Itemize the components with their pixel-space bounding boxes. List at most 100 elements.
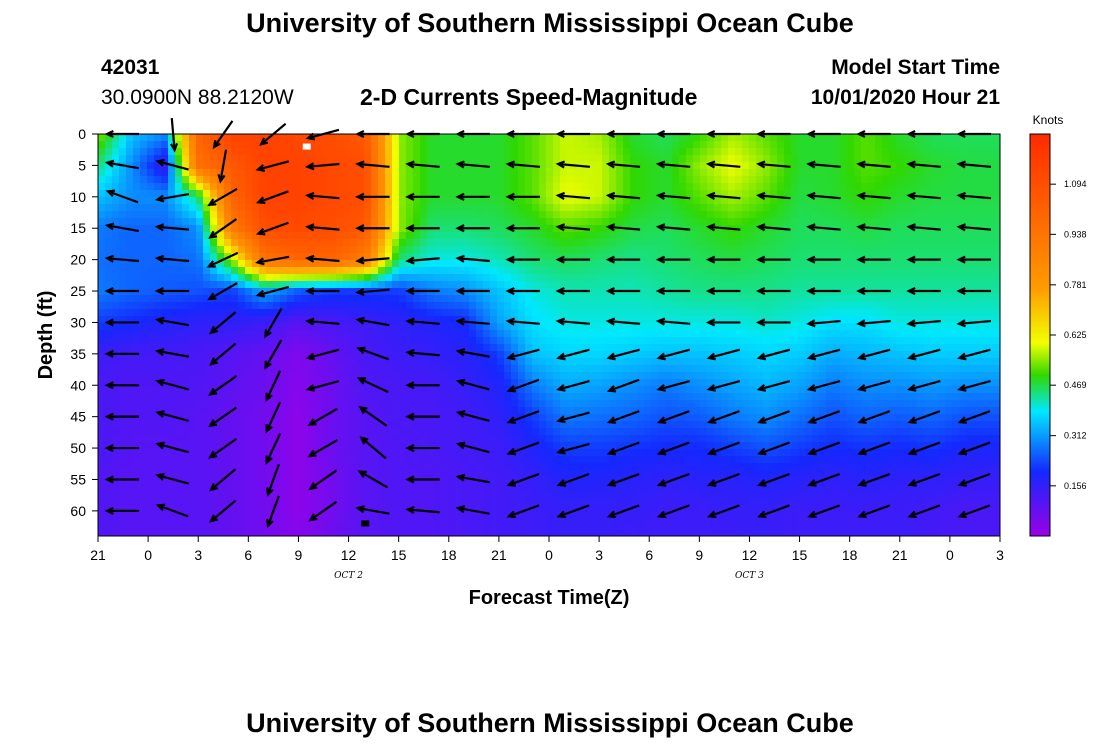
heatmap-cell bbox=[623, 463, 631, 471]
heatmap-cell bbox=[441, 463, 449, 471]
heatmap-cell bbox=[574, 372, 582, 380]
heatmap-cell bbox=[658, 323, 666, 331]
heatmap-cell bbox=[553, 169, 561, 177]
heatmap-cell bbox=[147, 386, 155, 394]
heatmap-cell bbox=[693, 246, 701, 254]
heatmap-cell bbox=[182, 330, 190, 338]
heatmap-cell bbox=[98, 253, 106, 261]
heatmap-cell bbox=[630, 281, 638, 289]
heatmap-cell bbox=[322, 337, 330, 345]
heatmap-cell bbox=[567, 400, 575, 408]
heatmap-cell bbox=[539, 197, 547, 205]
heatmap-cell bbox=[245, 267, 253, 275]
heatmap-cell bbox=[294, 155, 302, 163]
heatmap-cell bbox=[294, 141, 302, 149]
heatmap-cell bbox=[329, 463, 337, 471]
heatmap-cell bbox=[644, 414, 652, 422]
heatmap-cell bbox=[350, 302, 358, 310]
heatmap-cell bbox=[175, 484, 183, 492]
heatmap-cell bbox=[308, 274, 316, 282]
heatmap-cell bbox=[539, 351, 547, 359]
heatmap-cell bbox=[553, 379, 561, 387]
heatmap-cell bbox=[308, 379, 316, 387]
heatmap-cell bbox=[665, 449, 673, 457]
heatmap-cell bbox=[392, 267, 400, 275]
heatmap-cell bbox=[658, 176, 666, 184]
heatmap-cell bbox=[609, 344, 617, 352]
heatmap-cell bbox=[189, 337, 197, 345]
heatmap-cell bbox=[385, 211, 393, 219]
heatmap-cell bbox=[588, 421, 596, 429]
heatmap-cell bbox=[98, 148, 106, 156]
heatmap-cell bbox=[581, 421, 589, 429]
heatmap-cell bbox=[637, 421, 645, 429]
heatmap-cell bbox=[350, 414, 358, 422]
heatmap-cell bbox=[364, 302, 372, 310]
heatmap-cell bbox=[462, 372, 470, 380]
heatmap-cell bbox=[616, 372, 624, 380]
heatmap-cell bbox=[203, 246, 211, 254]
heatmap-cell bbox=[637, 225, 645, 233]
heatmap-cell bbox=[644, 295, 652, 303]
heatmap-cell bbox=[525, 463, 533, 471]
heatmap-cell bbox=[364, 400, 372, 408]
heatmap-cell bbox=[133, 477, 141, 485]
heatmap-cell bbox=[98, 330, 106, 338]
heatmap-cell bbox=[511, 414, 519, 422]
heatmap-cell bbox=[532, 295, 540, 303]
heatmap-cell bbox=[504, 295, 512, 303]
heatmap-cell bbox=[378, 526, 386, 534]
plot-title: 2-D Currents Speed-Magnitude bbox=[360, 84, 698, 110]
heatmap-cell bbox=[588, 134, 596, 142]
heatmap-cell bbox=[329, 141, 337, 149]
heatmap-cell bbox=[175, 421, 183, 429]
heatmap-cell bbox=[308, 302, 316, 310]
heatmap-cell bbox=[672, 260, 680, 268]
heatmap-cell bbox=[336, 218, 344, 226]
heatmap-cell bbox=[147, 400, 155, 408]
heatmap-cell bbox=[308, 519, 316, 527]
heatmap-cell bbox=[539, 498, 547, 506]
heatmap-cell bbox=[448, 421, 456, 429]
heatmap-cell bbox=[343, 526, 351, 534]
heatmap-cell bbox=[455, 526, 463, 534]
heatmap-cell bbox=[406, 302, 414, 310]
heatmap-cell bbox=[140, 134, 148, 142]
heatmap-cell bbox=[266, 309, 274, 317]
heatmap-cell bbox=[455, 302, 463, 310]
heatmap-cell bbox=[644, 204, 652, 212]
heatmap-cell bbox=[112, 281, 120, 289]
heatmap-cell bbox=[630, 414, 638, 422]
heatmap-cell bbox=[238, 267, 246, 275]
heatmap-cell bbox=[259, 176, 267, 184]
heatmap-cell bbox=[364, 533, 372, 537]
heatmap-cell bbox=[245, 225, 253, 233]
heatmap-cell bbox=[329, 344, 337, 352]
heatmap-cell bbox=[630, 204, 638, 212]
heatmap-cell bbox=[329, 169, 337, 177]
heatmap-cell bbox=[532, 197, 540, 205]
heatmap-cell bbox=[378, 134, 386, 142]
heatmap-cell bbox=[217, 498, 225, 506]
heatmap-cell bbox=[532, 337, 540, 345]
heatmap-cell bbox=[651, 519, 659, 527]
heatmap-cell bbox=[651, 498, 659, 506]
heatmap-cell bbox=[546, 407, 554, 415]
heatmap-cell bbox=[217, 470, 225, 478]
heatmap-cell bbox=[448, 232, 456, 240]
heatmap-cell bbox=[329, 330, 337, 338]
heatmap-cell bbox=[658, 477, 666, 485]
heatmap-cell bbox=[581, 232, 589, 240]
heatmap-cell bbox=[413, 316, 421, 324]
heatmap-cell bbox=[448, 323, 456, 331]
heatmap-cell bbox=[168, 176, 176, 184]
heatmap-cell bbox=[595, 491, 603, 499]
heatmap-cell bbox=[280, 491, 288, 499]
heatmap-cell bbox=[182, 267, 190, 275]
heatmap-cell bbox=[693, 533, 701, 537]
heatmap-cell bbox=[280, 134, 288, 142]
heatmap-cell bbox=[483, 169, 491, 177]
heatmap-cell bbox=[259, 505, 267, 513]
heatmap-cell bbox=[420, 246, 428, 254]
heatmap-cell bbox=[98, 197, 106, 205]
